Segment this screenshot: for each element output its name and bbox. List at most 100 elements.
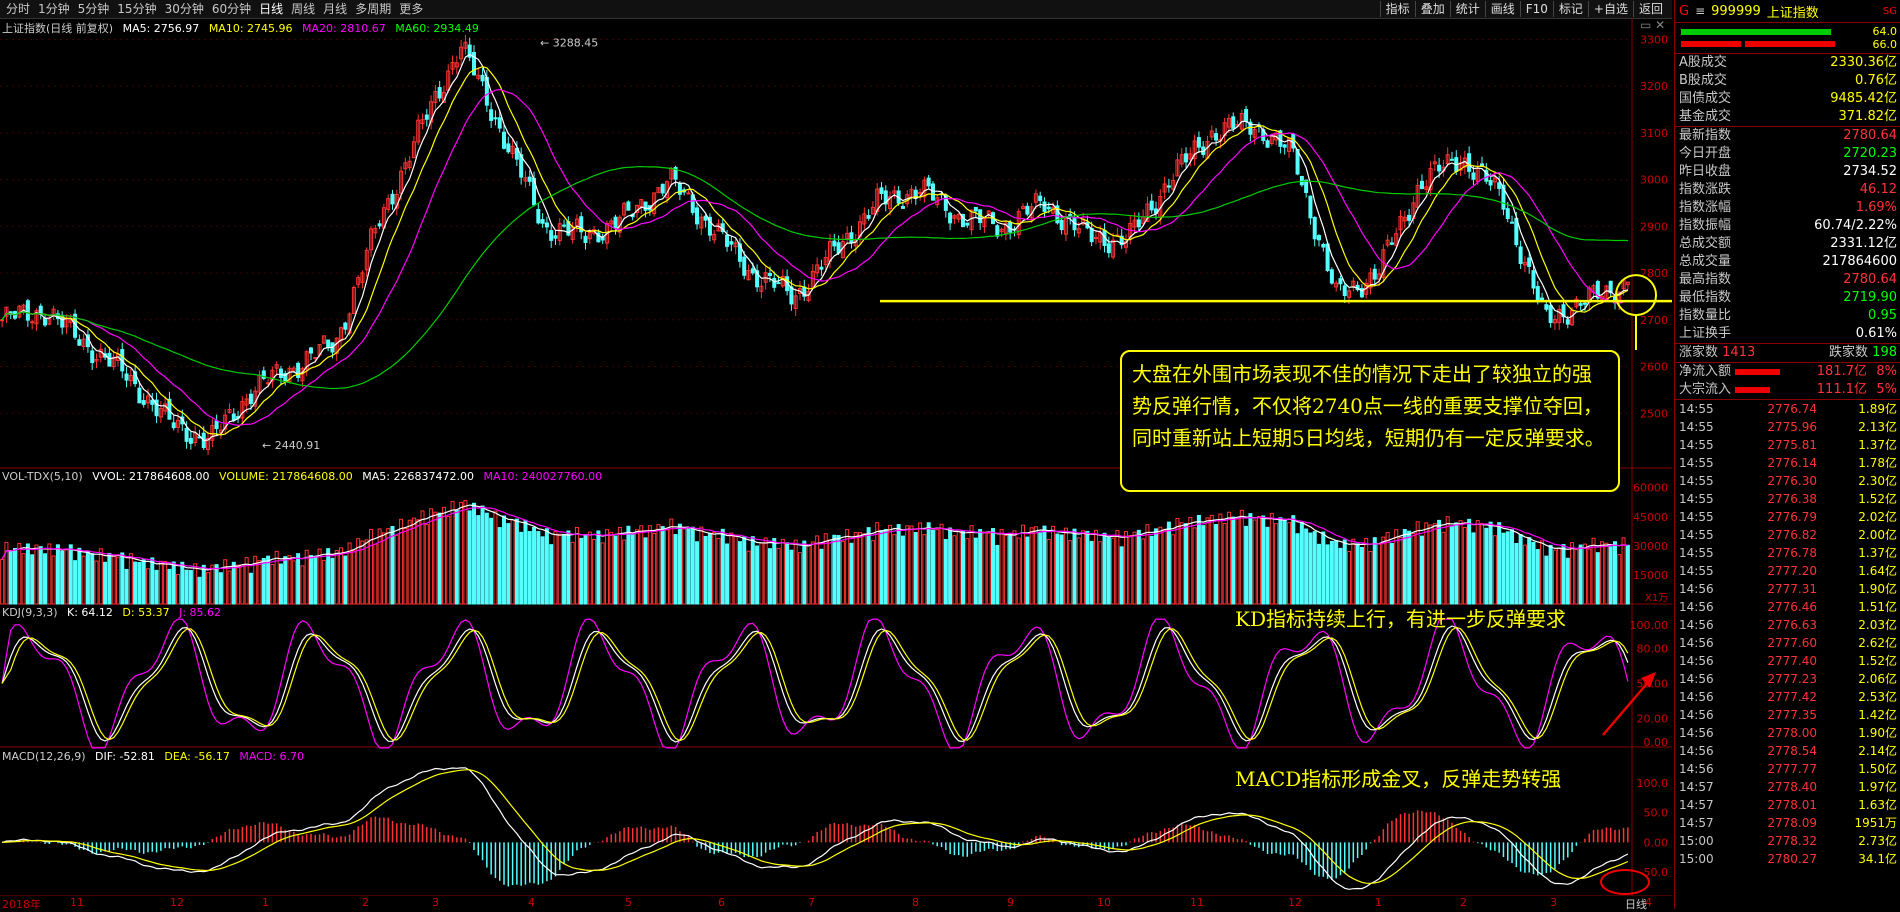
stat-value: 2780.64 bbox=[1843, 128, 1897, 143]
tick-volume: 2.30亿 bbox=[1858, 474, 1897, 488]
tick-volume: 1.42亿 bbox=[1858, 708, 1897, 722]
volume-bar bbox=[1561, 544, 1566, 605]
tab-period-2[interactable]: 5分钟 bbox=[77, 2, 110, 16]
volume-bar bbox=[394, 534, 399, 605]
kdj-legend: KDJ(9,3,3) K: 64.12 D: 53.37 J: 85.62 bbox=[2, 606, 227, 619]
tool-6[interactable]: +自选 bbox=[1587, 1, 1633, 17]
volume-bar bbox=[1407, 530, 1412, 605]
tick-time: 14:56 bbox=[1679, 654, 1714, 668]
volume-bar bbox=[506, 523, 511, 605]
volume-bar bbox=[463, 500, 468, 605]
volume-bar bbox=[1389, 542, 1394, 605]
volume-bar bbox=[291, 560, 296, 605]
candle-body bbox=[930, 183, 935, 201]
volume-bar bbox=[300, 565, 305, 605]
candle-body bbox=[206, 437, 211, 451]
volume-bar bbox=[107, 552, 112, 605]
tab-period-4[interactable]: 30分钟 bbox=[164, 2, 204, 16]
volume-bar bbox=[1205, 517, 1210, 605]
tool-1[interactable]: 叠加 bbox=[1414, 1, 1450, 17]
volume-bar bbox=[1278, 517, 1283, 605]
restore-icon[interactable]: ▭ ✕ bbox=[1640, 18, 1666, 32]
tick-time: 14:55 bbox=[1679, 546, 1714, 560]
volume-bar bbox=[1179, 522, 1184, 605]
volume-bar bbox=[1175, 517, 1180, 605]
candle-body bbox=[1540, 297, 1545, 301]
x-tick-label: 1 bbox=[1375, 896, 1382, 909]
tab-period-3[interactable]: 15分钟 bbox=[117, 2, 157, 16]
stat-value: 2331.12亿 bbox=[1830, 236, 1897, 251]
volume-bar bbox=[665, 529, 670, 605]
candle-body bbox=[596, 232, 601, 243]
tool-3[interactable]: 画线 bbox=[1484, 1, 1520, 17]
volume-bar bbox=[103, 561, 108, 605]
volume-bar bbox=[1286, 522, 1291, 605]
tab-period-1[interactable]: 1分钟 bbox=[38, 2, 70, 16]
volume-bar bbox=[909, 525, 914, 605]
volume-bar bbox=[862, 533, 867, 605]
volume-bar bbox=[725, 543, 730, 605]
candle-body bbox=[879, 187, 884, 194]
candle-body bbox=[870, 206, 875, 215]
candle-body bbox=[467, 44, 472, 58]
volume-bar bbox=[1595, 552, 1600, 605]
tool-7[interactable]: 返回 bbox=[1632, 1, 1668, 17]
price-tick-label: 2600 bbox=[1640, 361, 1668, 374]
volume-bar bbox=[918, 522, 923, 605]
tab-period-6[interactable]: 日线 bbox=[259, 2, 284, 16]
candle-body bbox=[622, 203, 627, 216]
candle-body bbox=[1449, 158, 1454, 161]
candle-body bbox=[673, 167, 678, 180]
tab-period-5[interactable]: 60分钟 bbox=[211, 2, 252, 16]
candle-body bbox=[759, 285, 764, 292]
volume-bar bbox=[98, 548, 103, 605]
menu-icon[interactable]: ≡ bbox=[1695, 4, 1706, 18]
tool-5[interactable]: 标记 bbox=[1552, 1, 1588, 17]
tab-period-9[interactable]: 多周期 bbox=[355, 2, 392, 16]
kline-chart[interactable]: 3300 3200 3100 3000 2900 2800 2700 2600 2500 6000… bbox=[0, 0, 1672, 896]
tick-price: 2778.01 bbox=[1767, 798, 1817, 812]
volume-bar bbox=[1591, 537, 1596, 605]
x-tick-label: 3 bbox=[1550, 896, 1557, 909]
candle-body bbox=[1166, 185, 1171, 188]
volume-bar bbox=[1617, 554, 1622, 605]
volume-bar bbox=[737, 541, 742, 605]
volume-bar bbox=[141, 559, 146, 605]
price-tick-label: 2500 bbox=[1640, 407, 1668, 420]
candle-body bbox=[1432, 161, 1437, 165]
tick-price: 2776.14 bbox=[1767, 456, 1817, 470]
tick-row: 14:56 2778.54 2.14亿 bbox=[1675, 742, 1900, 760]
volume-bar bbox=[960, 530, 965, 605]
volume-bar bbox=[729, 532, 734, 605]
low-label: ← 2440.91 bbox=[262, 439, 320, 452]
volume-bar bbox=[1527, 537, 1532, 605]
candle-body bbox=[793, 295, 798, 310]
tool-4[interactable]: F10 bbox=[1519, 1, 1553, 17]
candle-body bbox=[1286, 137, 1291, 152]
volume-bar bbox=[240, 564, 245, 605]
candle-body bbox=[270, 369, 275, 382]
volume-bar bbox=[1574, 549, 1579, 605]
tab-period-0[interactable]: 分时 bbox=[6, 2, 31, 16]
red-bar-2 bbox=[1745, 41, 1835, 47]
volume-bar bbox=[373, 543, 378, 605]
candle-body bbox=[617, 216, 622, 233]
candle-body bbox=[158, 408, 163, 418]
volume-bar bbox=[1604, 542, 1609, 605]
volume-bar bbox=[266, 555, 271, 605]
down-count: 198 bbox=[1872, 345, 1897, 360]
candle-body bbox=[1467, 153, 1472, 172]
tab-period-7[interactable]: 周线 bbox=[291, 2, 316, 16]
x-tick-label: 11 bbox=[70, 896, 84, 909]
tool-0[interactable]: 指标 bbox=[1379, 1, 1415, 17]
candle-body bbox=[1149, 200, 1154, 211]
tab-period-8[interactable]: 月线 bbox=[323, 2, 348, 16]
flow-row: 净流入额 181.7亿 8% bbox=[1675, 363, 1900, 381]
candle-body bbox=[587, 232, 592, 240]
volume-bar bbox=[1625, 544, 1630, 605]
tab-period-10[interactable]: 更多 bbox=[399, 2, 424, 16]
tool-2[interactable]: 统计 bbox=[1449, 1, 1485, 17]
volume-bar bbox=[1166, 521, 1171, 605]
flow-label: 大宗流入 bbox=[1679, 382, 1732, 397]
volume-bar bbox=[1544, 555, 1549, 605]
